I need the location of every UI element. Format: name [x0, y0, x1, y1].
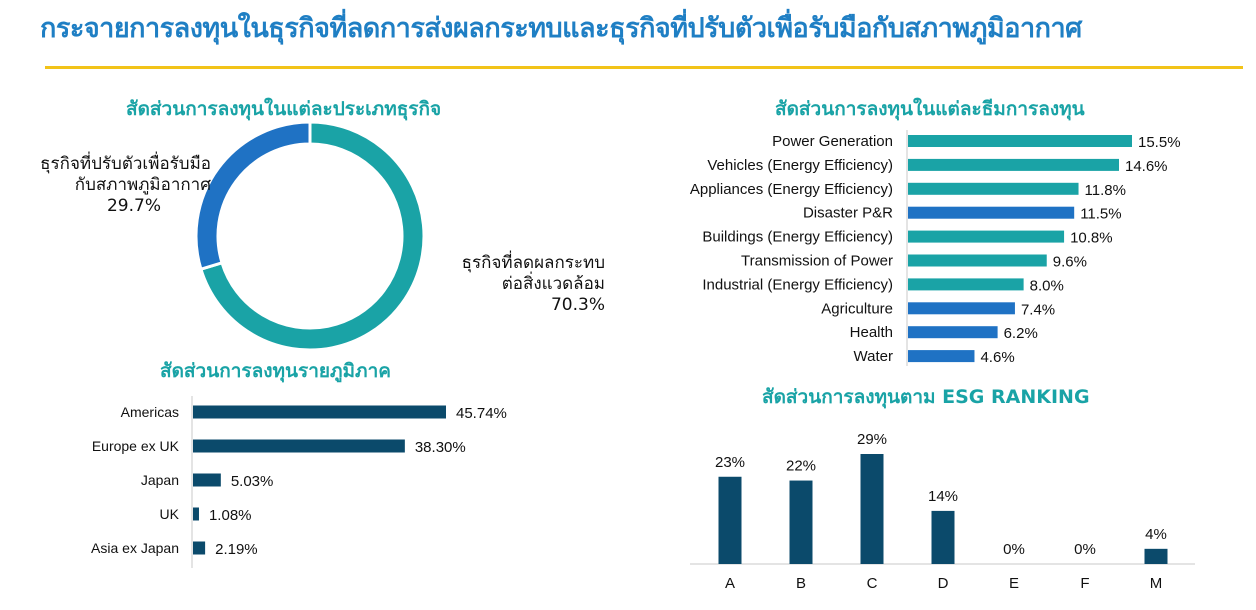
title-divider	[45, 66, 1243, 69]
region-bar-uk	[193, 507, 199, 521]
theme-value-label-agriculture: 7.4%	[1021, 301, 1055, 318]
theme-category-label-disaster-p-r: Disaster P&R	[803, 205, 893, 222]
mitigation-slice-value: 70.3%	[550, 295, 605, 315]
esg-bar-c	[860, 454, 884, 564]
theme-bar-vehicles-energy-efficiency	[908, 158, 1119, 171]
donut-slice-1	[194, 120, 312, 272]
donut-slice-0	[199, 120, 426, 352]
esg-category-label-e: E	[1009, 575, 1019, 592]
region-bar-europe-ex-uk	[193, 439, 405, 453]
theme-bar-health	[908, 326, 998, 339]
theme-bar-industrial-energy-efficiency	[908, 278, 1024, 291]
theme-bar-power-generation	[908, 135, 1132, 147]
mitigation-slice-name-line1: ธุรกิจที่ลดผลกระทบ	[461, 253, 605, 273]
theme-bar-agriculture	[908, 302, 1015, 315]
adaptation-slice-name-line1: ธุรกิจที่ปรับตัวเพื่อรับมือ	[40, 154, 211, 174]
esg-category-label-m: M	[1150, 575, 1163, 592]
adaptation-slice-name-line2: กับสภาพภูมิอากาศ	[74, 175, 211, 195]
theme-category-label-industrial-energy-efficiency: Industrial (Energy Efficiency)	[702, 276, 893, 293]
esg-bar-b	[789, 480, 813, 564]
esg-value-label-f: 0%	[1074, 541, 1096, 558]
theme-bar-buildings-energy-efficiency	[908, 230, 1065, 243]
theme-value-label-power-generation: 15.5%	[1138, 134, 1181, 151]
theme-value-label-water: 4.6%	[980, 349, 1014, 366]
theme-category-label-appliances-energy-efficiency: Appliances (Energy Efficiency)	[690, 181, 893, 198]
theme-category-label-vehicles-energy-efficiency: Vehicles (Energy Efficiency)	[707, 157, 893, 174]
region-chart-title: สัดส่วนการลงทุนรายภูมิภาค	[160, 360, 391, 382]
theme-bar-disaster-p-r	[908, 206, 1075, 219]
business-type-chart-title: สัดส่วนการลงทุนในแต่ละประเภทธุรกิจ	[126, 98, 442, 120]
esg-value-label-c: 29%	[857, 431, 887, 448]
theme-value-label-health: 6.2%	[1004, 325, 1038, 342]
region-category-label-europe-ex-uk: Europe ex UK	[92, 438, 180, 454]
theme-bar-chart: Power Generation 15.5% Vehicles (Energy Ef…	[690, 130, 1181, 366]
page-title: กระจายการลงทุนในธุรกิจที่ลดการส่งผลกระทบ…	[40, 13, 1082, 44]
region-value-label-europe-ex-uk: 38.30%	[415, 439, 466, 456]
region-bar-americas	[193, 405, 446, 419]
esg-category-label-b: B	[796, 575, 806, 592]
esg-category-label-c: C	[867, 575, 878, 592]
region-category-label-asia-ex-japan: Asia ex Japan	[91, 540, 179, 556]
theme-value-label-transmission-of-power: 9.6%	[1053, 254, 1087, 271]
theme-category-label-transmission-of-power: Transmission of Power	[741, 253, 893, 270]
theme-value-label-industrial-energy-efficiency: 8.0%	[1030, 277, 1064, 294]
esg-bar-a	[718, 476, 742, 564]
region-category-label-americas: Americas	[121, 404, 179, 420]
theme-value-label-vehicles-energy-efficiency: 14.6%	[1125, 158, 1168, 175]
region-value-label-japan: 5.03%	[231, 473, 274, 490]
esg-ranking-bar-chart: 23% A 22% B 29% C 14% D 0% E 0% F 4% M	[690, 431, 1195, 592]
esg-category-label-a: A	[725, 575, 735, 592]
theme-category-label-health: Health	[850, 324, 893, 341]
mitigation-slice-name-line2: ต่อสิ่งแวดล้อม	[501, 274, 605, 294]
esg-value-label-b: 22%	[786, 458, 816, 475]
theme-bar-appliances-energy-efficiency	[908, 182, 1079, 195]
theme-value-label-disaster-p-r: 11.5%	[1080, 206, 1121, 223]
esg-chart-title: สัดส่วนการลงทุนตาม ESG RANKING	[762, 386, 1090, 408]
theme-chart-title: สัดส่วนการลงทุนในแต่ละธีมการลงทุน	[775, 98, 1085, 120]
adaptation-slice-label: ธุรกิจที่ปรับตัวเพื่อรับมือ กับสภาพภูมิอ…	[40, 154, 211, 217]
mitigation-slice-label: ธุรกิจที่ลดผลกระทบ ต่อสิ่งแวดล้อม 70.3%	[462, 253, 605, 316]
esg-value-label-d: 14%	[928, 488, 958, 505]
theme-category-label-buildings-energy-efficiency: Buildings (Energy Efficiency)	[702, 229, 893, 246]
business-type-donut-chart	[194, 120, 426, 352]
theme-value-label-appliances-energy-efficiency: 11.8%	[1085, 182, 1126, 199]
esg-category-label-d: D	[938, 575, 949, 592]
region-value-label-asia-ex-japan: 2.19%	[215, 541, 258, 558]
theme-category-label-power-generation: Power Generation	[772, 133, 893, 150]
region-category-label-uk: UK	[160, 506, 180, 522]
region-bar-asia-ex-japan	[193, 541, 206, 555]
esg-bar-d	[931, 510, 955, 564]
theme-bar-transmission-of-power	[908, 254, 1047, 267]
theme-value-label-buildings-energy-efficiency: 10.8%	[1070, 230, 1113, 247]
esg-category-label-f: F	[1080, 575, 1089, 592]
esg-value-label-e: 0%	[1003, 541, 1025, 558]
region-category-label-japan: Japan	[141, 472, 179, 488]
theme-bar-water	[908, 350, 975, 363]
adaptation-slice-value: 29.7%	[106, 196, 161, 216]
theme-category-label-water: Water	[854, 348, 893, 365]
region-bar-chart: Americas 45.74% Europe ex UK 38.30% Japan 5.0…	[91, 396, 507, 568]
region-value-label-uk: 1.08%	[209, 507, 252, 524]
region-value-label-americas: 45.74%	[456, 405, 507, 422]
esg-value-label-m: 4%	[1145, 526, 1167, 543]
region-bar-japan	[193, 473, 221, 487]
esg-value-label-a: 23%	[715, 454, 745, 471]
theme-category-label-agriculture: Agriculture	[821, 300, 893, 317]
esg-bar-m	[1144, 548, 1168, 564]
